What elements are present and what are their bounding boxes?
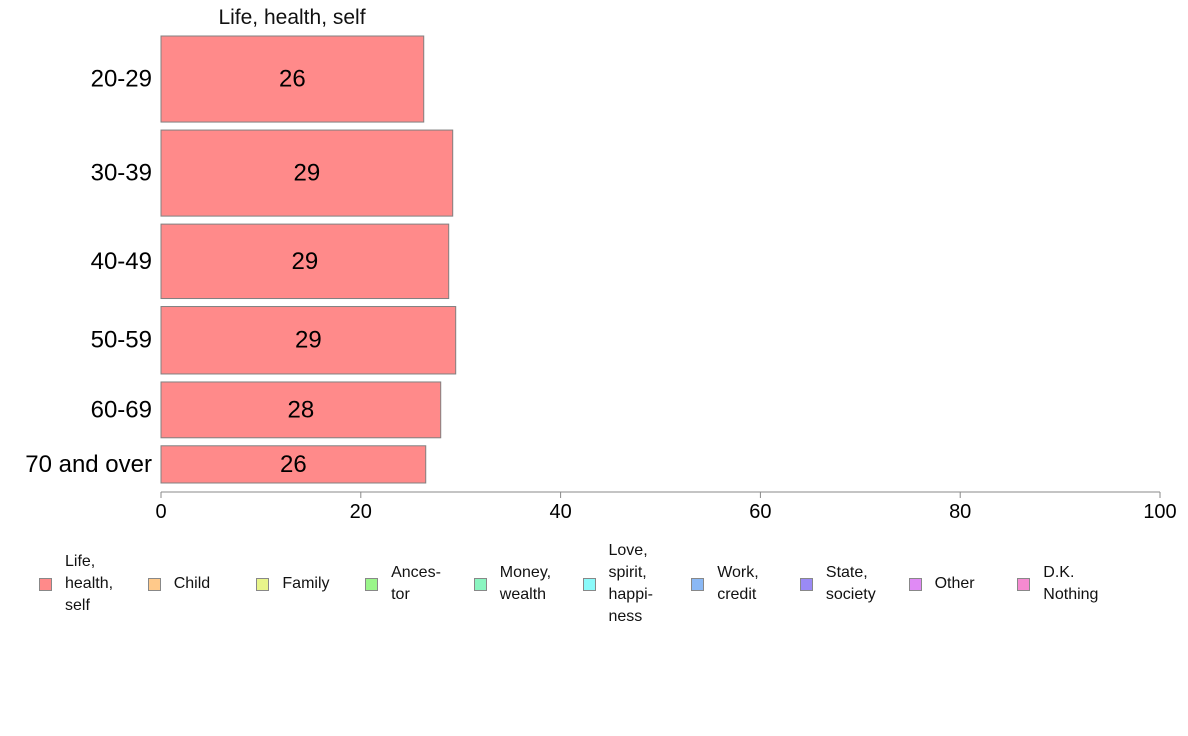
legend: Life, health, self Child Family Ances- tor M…	[0, 538, 1188, 638]
legend-label: Life, health, self	[65, 553, 114, 614]
x-tick-label: 100	[1143, 501, 1176, 523]
bar-value-label: 29	[292, 248, 319, 275]
x-tick-label: 40	[549, 501, 571, 523]
legend-label: Family	[282, 575, 330, 592]
legend-swatch	[1017, 577, 1031, 591]
legend-swatch	[147, 577, 161, 591]
legend-swatch	[691, 577, 705, 591]
bar-value-label: 28	[288, 396, 315, 423]
legend-label: Ances- tor	[391, 564, 441, 603]
bar-20-29	[160, 35, 425, 123]
bars-group: 26 20-29 29 30-39 29 40-49 29 50-59 28 60-69 26 70 …	[25, 35, 457, 484]
legend-swatch	[256, 577, 270, 591]
legend-item: Ances- tor	[365, 538, 441, 630]
x-tick-label: 80	[949, 501, 971, 523]
legend-item: State, society	[799, 538, 876, 630]
legend-swatch	[39, 577, 52, 591]
x-axis: 0 20 40 60 80 100	[155, 491, 1177, 523]
legend-item: Other	[908, 538, 975, 630]
legend-item: Child	[147, 538, 211, 630]
bar-40-49	[160, 223, 450, 300]
legend-label: Love, spirit, happi- ness	[608, 542, 653, 625]
legend-label: D.K. Nothing	[1043, 564, 1099, 603]
bar-60-69	[160, 381, 442, 439]
bar-70-and-over	[160, 445, 427, 484]
legend-label: Child	[173, 575, 211, 592]
category-label: 60-69	[91, 396, 152, 423]
legend-label: Work, credit	[717, 564, 759, 603]
category-label: 30-39	[91, 160, 152, 187]
legend-swatch	[473, 577, 487, 591]
legend-item: D.K. Nothing	[1017, 538, 1098, 630]
legend-swatch	[799, 577, 813, 591]
legend-item: Work, credit	[691, 538, 759, 630]
x-tick-label: 0	[155, 501, 166, 523]
category-label: 20-29	[91, 66, 152, 93]
bar-value-label: 29	[294, 160, 321, 187]
bar-value-label: 26	[279, 66, 306, 93]
legend-swatch	[908, 577, 922, 591]
legend-label: Other	[934, 575, 975, 592]
bar-value-label: 29	[295, 327, 322, 354]
x-tick-label: 20	[350, 501, 372, 523]
bar-50-59	[160, 306, 457, 375]
chart-title: Life, health, self	[218, 6, 365, 29]
legend-item: Money, wealth	[473, 538, 552, 630]
legend-item: Family	[256, 538, 330, 630]
category-label: 70 and over	[25, 451, 152, 478]
category-label: 50-59	[91, 327, 152, 354]
bar-value-label: 26	[280, 451, 307, 478]
legend-label: State, society	[825, 564, 876, 603]
legend-swatch	[365, 577, 379, 591]
legend-item: Love, spirit, happi- ness	[582, 538, 653, 630]
legend-swatch	[582, 577, 596, 591]
legend-label: Money, wealth	[499, 564, 552, 603]
bar-30-39	[160, 129, 454, 217]
legend-item: Life, health, self	[39, 538, 113, 630]
x-tick-label: 60	[749, 501, 771, 523]
category-label: 40-49	[91, 248, 152, 275]
